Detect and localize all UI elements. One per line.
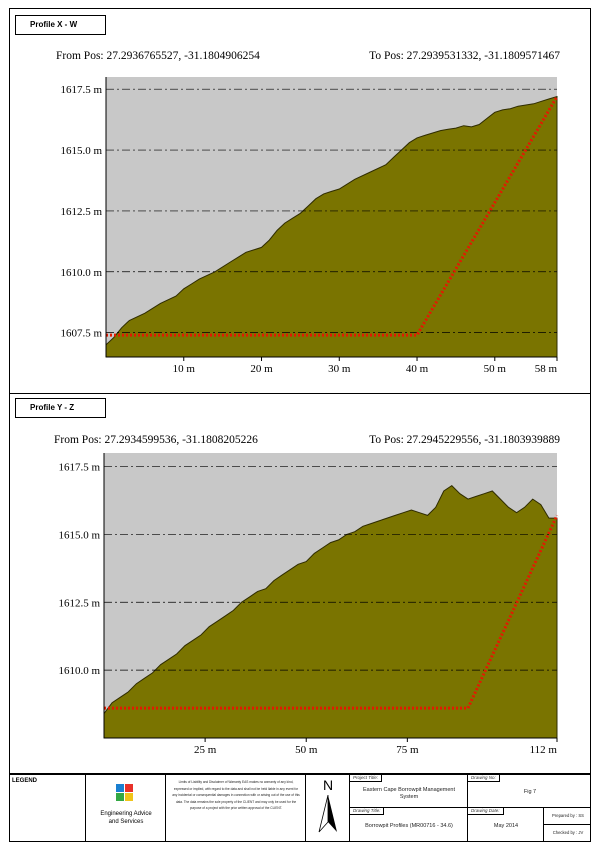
drawing-title: Borrowpit Profiles (MR00716 - 34.6): [365, 823, 453, 829]
x-tick-label: 50 m: [484, 363, 507, 375]
drawing-date-label: Drawing Date:: [468, 808, 504, 815]
x-tick-label: 20 m: [250, 363, 273, 375]
y-tick-label: 1610.0 m: [60, 267, 102, 279]
north-label: N: [322, 777, 334, 793]
x-tick-label: 75 m: [396, 744, 419, 756]
panel-title-xw: Profile X - W: [15, 15, 106, 35]
x-tick-label: 40 m: [406, 363, 429, 375]
x-tick-label: 58 m: [535, 363, 558, 375]
y-tick-label: 1612.5 m: [60, 206, 102, 218]
drawing-date: May 2014: [493, 823, 519, 829]
drawing-date-cell: Drawing Date: May 2014: [467, 808, 543, 842]
drawing-no-cell: Drawing No: Fig 7: [467, 775, 591, 808]
org-name-line1: Engineering Advice: [100, 811, 152, 817]
drawing-title-label: Drawing Title:: [350, 808, 385, 815]
x-tick-label: 30 m: [328, 363, 351, 375]
drawing-no: Fig 7: [523, 789, 537, 795]
x-tick-label: 50 m: [295, 744, 318, 756]
org-logo-cell: Engineering Advice and Services: [85, 775, 165, 842]
borrowpit-slope-line: [104, 514, 559, 710]
drawing-title-cell: Drawing Title: Borrowpit Profiles (MR007…: [349, 808, 467, 842]
to-position-label: To Pos: 27.2945229556, -31.1803939889: [369, 434, 560, 446]
from-position-label: From Pos: 27.2934599536, -31.1808205226: [54, 434, 258, 446]
y-tick-label: 1610.0 m: [58, 665, 100, 677]
disclaimer-cell: Limits of Liability and Disclaimer of Wa…: [165, 775, 305, 842]
x-tick-label: 10 m: [173, 363, 196, 375]
x-tick-label: 25 m: [194, 744, 217, 756]
title-block: LEGEND Engineering Advice and Services L…: [9, 774, 591, 842]
y-tick-label: 1612.5 m: [58, 597, 100, 609]
prepared-by: Prepared by : SS: [552, 813, 584, 818]
legend-label: LEGEND: [12, 778, 38, 784]
checked-by: Checked by : JV: [552, 830, 584, 835]
y-tick-label: 1615.0 m: [58, 529, 100, 541]
org-logo-icon: [116, 784, 133, 801]
x-tick-label: 112 m: [530, 744, 558, 756]
project-title-cell: Project Title: Eastern Cape Borrowpit Ma…: [349, 775, 467, 808]
org-name-line2: and Services: [108, 819, 144, 825]
terrain-profile-area: [105, 95, 558, 358]
to-position-label: To Pos: 27.2939531332, -31.1809571467: [369, 50, 560, 62]
profile-panel-yz: [9, 394, 591, 774]
y-tick-label: 1607.5 m: [60, 328, 102, 340]
y-tick-label: 1617.5 m: [58, 462, 100, 474]
from-position-label: From Pos: 27.2936765527, -31.1804906254: [56, 50, 260, 62]
panel-title-yz: Profile Y - Z: [15, 398, 106, 418]
y-tick-label: 1617.5 m: [60, 84, 102, 96]
profile-panel-xw: [9, 8, 591, 394]
prepared-by-cell: Prepared by : SS: [543, 808, 591, 825]
drawing-sheet: [9, 8, 591, 842]
north-arrow-icon: [318, 795, 337, 833]
checked-by-cell: Checked by : JV: [543, 825, 591, 842]
disclaimer-text: Limits of Liability and Disclaimer of Wa…: [172, 780, 300, 810]
drawing-no-label: Drawing No:: [468, 775, 500, 782]
north-arrow-cell: N: [305, 775, 349, 842]
y-tick-label: 1615.0 m: [60, 145, 102, 157]
terrain-profile-area: [103, 484, 558, 739]
project-title: Eastern Cape Borrowpit Management System: [362, 787, 456, 800]
project-title-label: Project Title:: [350, 775, 382, 782]
